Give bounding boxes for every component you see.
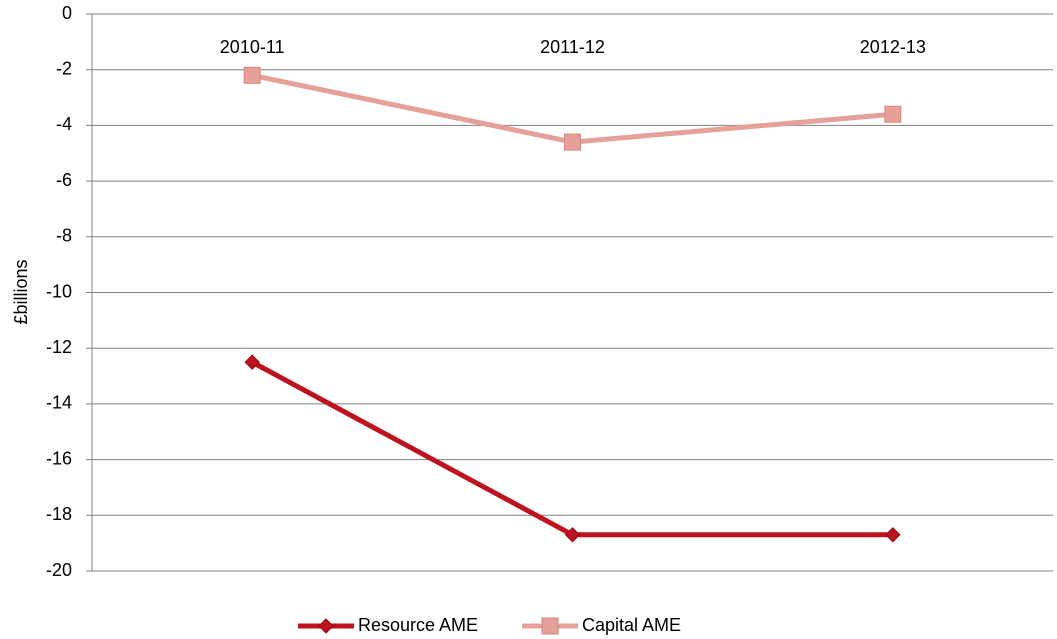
data-point xyxy=(564,133,581,151)
y-tick-label: -6 xyxy=(56,170,72,190)
series-line xyxy=(250,359,893,538)
x-tick-label: 2011-12 xyxy=(540,37,605,57)
y-axis-label: £billions xyxy=(11,259,31,324)
y-tick-label: -20 xyxy=(46,560,72,580)
y-tick-label: -16 xyxy=(46,448,72,468)
y-tick-label: 0 xyxy=(62,3,72,23)
y-tick-label: -14 xyxy=(46,393,72,413)
data-point xyxy=(244,354,260,370)
legend-marker xyxy=(541,617,559,635)
y-tick-label: -12 xyxy=(46,337,72,357)
data-point xyxy=(243,66,261,84)
legend-label: Resource AME xyxy=(358,615,478,635)
y-tick-label: -8 xyxy=(56,226,72,246)
x-tick-label: 2010-11 xyxy=(220,37,285,57)
legend-label: Capital AME xyxy=(582,615,681,635)
x-tick-label: 2012-13 xyxy=(860,37,926,57)
data-point xyxy=(885,527,901,543)
y-tick-label: -18 xyxy=(46,504,72,524)
y-tick-label: -4 xyxy=(56,114,72,134)
data-point xyxy=(564,527,581,543)
series-line xyxy=(251,72,894,145)
y-tick-label: -10 xyxy=(46,281,72,301)
legend-marker xyxy=(318,618,334,634)
y-tick-label: -2 xyxy=(56,58,72,78)
data-point xyxy=(884,105,902,123)
